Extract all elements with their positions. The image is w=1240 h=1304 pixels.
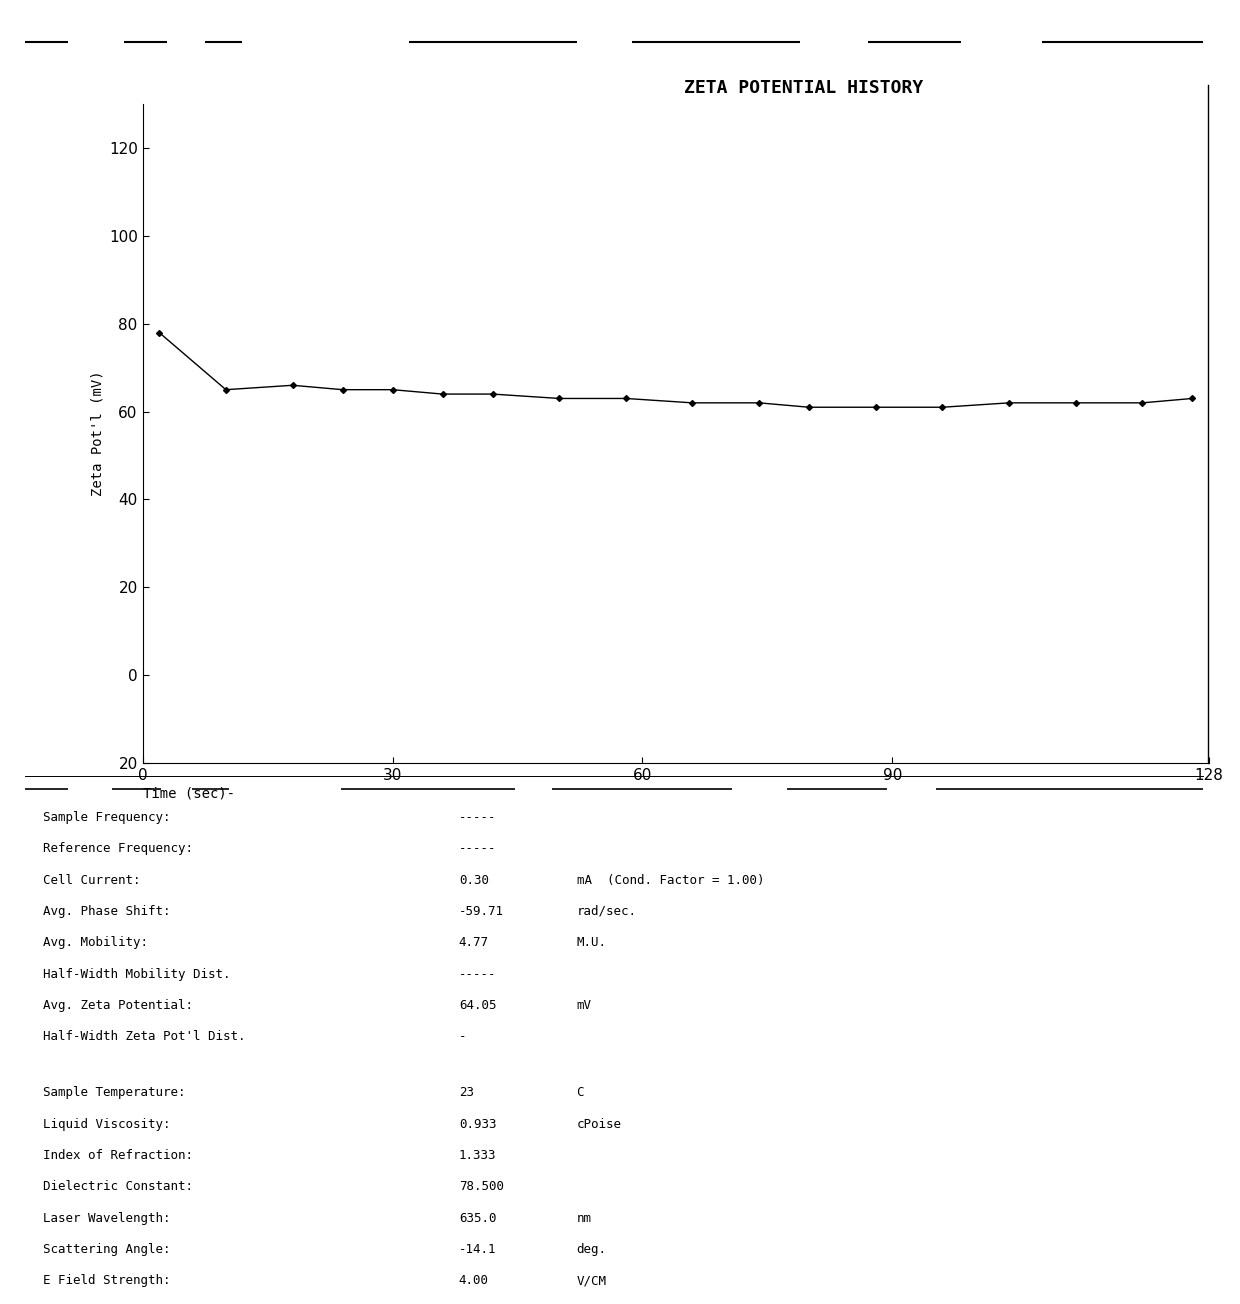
Text: mV: mV xyxy=(577,999,591,1012)
Text: Dielectric Constant:: Dielectric Constant: xyxy=(43,1180,193,1193)
Text: V/CM: V/CM xyxy=(577,1274,606,1287)
Text: 0.933: 0.933 xyxy=(459,1118,496,1131)
Text: Half-Width Mobility Dist.: Half-Width Mobility Dist. xyxy=(43,968,231,981)
Text: C: C xyxy=(577,1086,584,1099)
Text: 78.500: 78.500 xyxy=(459,1180,503,1193)
Text: Cell Current:: Cell Current: xyxy=(43,874,141,887)
Text: cPoise: cPoise xyxy=(577,1118,621,1131)
Text: Half-Width Zeta Pot'l Dist.: Half-Width Zeta Pot'l Dist. xyxy=(43,1030,246,1043)
Text: -----: ----- xyxy=(459,968,496,981)
Text: Avg. Zeta Potential:: Avg. Zeta Potential: xyxy=(43,999,193,1012)
Text: 23: 23 xyxy=(459,1086,474,1099)
Text: Avg. Phase Shift:: Avg. Phase Shift: xyxy=(43,905,171,918)
Text: Avg. Mobility:: Avg. Mobility: xyxy=(43,936,149,949)
Text: nm: nm xyxy=(577,1211,591,1224)
Text: mA  (Cond. Factor = 1.00): mA (Cond. Factor = 1.00) xyxy=(577,874,764,887)
Text: Liquid Viscosity:: Liquid Viscosity: xyxy=(43,1118,171,1131)
Text: 4.00: 4.00 xyxy=(459,1274,489,1287)
Text: E Field Strength:: E Field Strength: xyxy=(43,1274,171,1287)
Text: Sample Temperature:: Sample Temperature: xyxy=(43,1086,186,1099)
Text: -----: ----- xyxy=(459,811,496,824)
Text: Sample Frequency:: Sample Frequency: xyxy=(43,811,171,824)
Y-axis label: Zeta Pot'l (mV): Zeta Pot'l (mV) xyxy=(91,370,104,497)
Text: -----: ----- xyxy=(459,842,496,855)
Text: -14.1: -14.1 xyxy=(459,1243,496,1256)
Text: 1.333: 1.333 xyxy=(459,1149,496,1162)
Text: -59.71: -59.71 xyxy=(459,905,503,918)
Text: 635.0: 635.0 xyxy=(459,1211,496,1224)
Text: -: - xyxy=(459,1030,466,1043)
Text: Index of Refraction:: Index of Refraction: xyxy=(43,1149,193,1162)
Text: Laser Wavelength:: Laser Wavelength: xyxy=(43,1211,171,1224)
Text: 64.05: 64.05 xyxy=(459,999,496,1012)
Text: Reference Frequency:: Reference Frequency: xyxy=(43,842,193,855)
Title: ZETA POTENTIAL HISTORY: ZETA POTENTIAL HISTORY xyxy=(684,80,924,98)
Text: rad/sec.: rad/sec. xyxy=(577,905,636,918)
Text: deg.: deg. xyxy=(577,1243,606,1256)
X-axis label: Time (sec)-: Time (sec)- xyxy=(143,786,234,801)
Text: M.U.: M.U. xyxy=(577,936,606,949)
Text: 0.30: 0.30 xyxy=(459,874,489,887)
Text: Scattering Angle:: Scattering Angle: xyxy=(43,1243,171,1256)
Text: 4.77: 4.77 xyxy=(459,936,489,949)
